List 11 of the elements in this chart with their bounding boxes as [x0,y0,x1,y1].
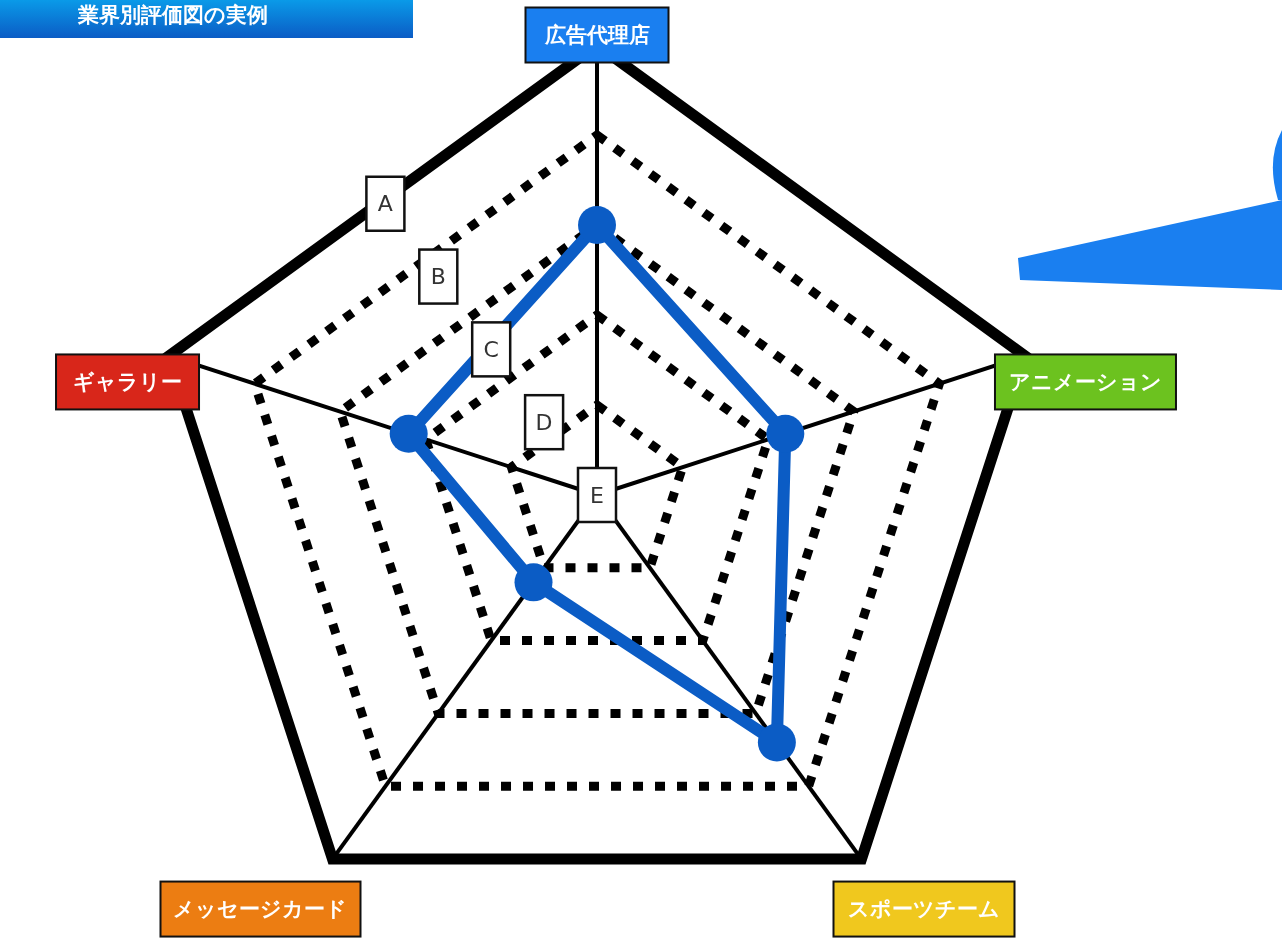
spoke-label: メッセージカード [173,897,348,922]
spoke-label: ギャラリー [73,369,183,394]
y-tick-label: C [483,336,499,362]
spoke-label: 広告代理店 [543,23,650,47]
spoke-label: スポーツチーム [848,897,1000,922]
y-tick-label: D [535,409,553,435]
y-tick-label: A [377,191,393,217]
chart-title: 業界別評価図の実例 [0,0,413,38]
spoke-label: アニメーション [1008,369,1162,394]
y-tick-label: E [590,482,604,508]
y-tick-label: B [430,264,446,290]
